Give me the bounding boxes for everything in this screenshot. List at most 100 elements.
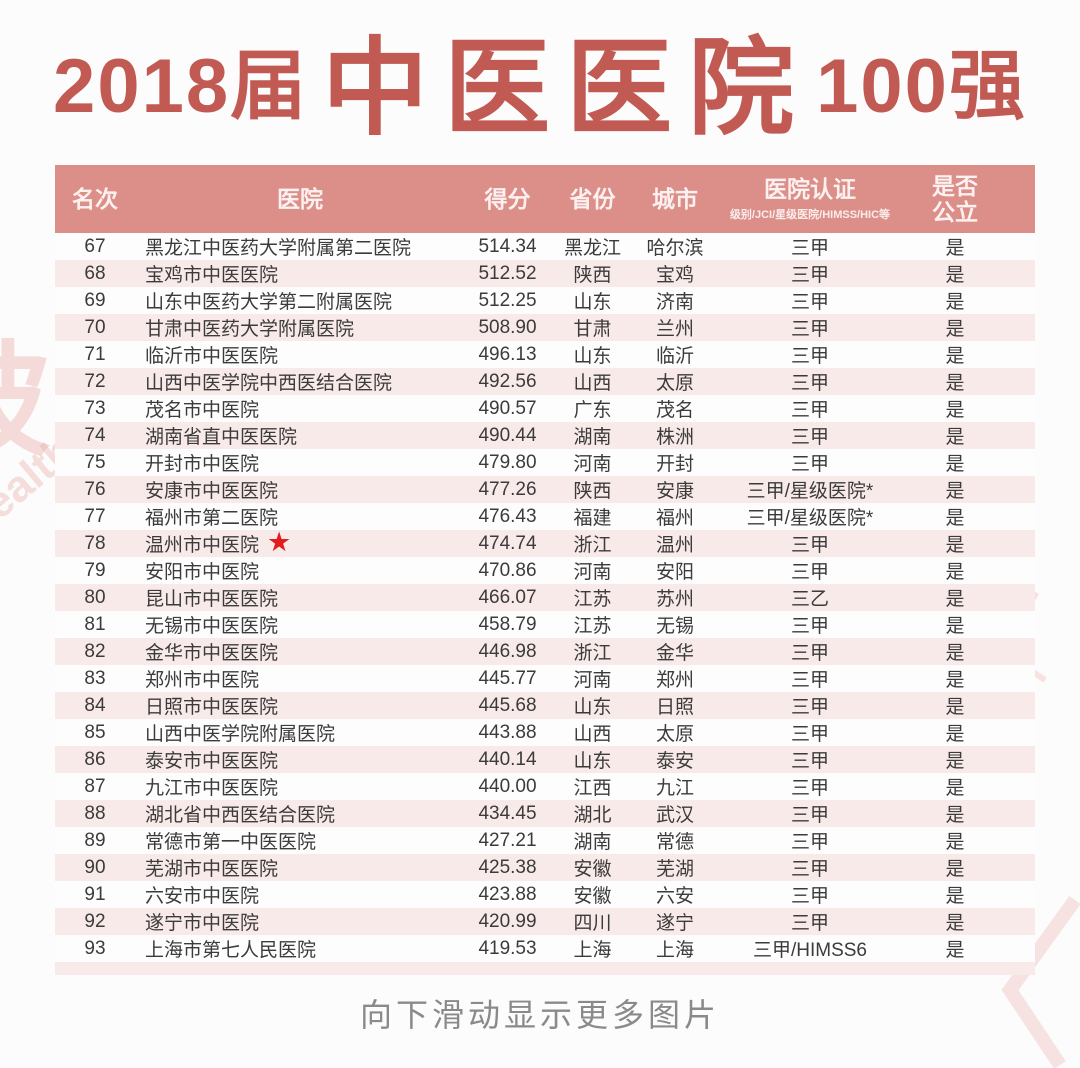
cert-cell: 三甲 [790, 724, 829, 745]
rank-cell: 71 [84, 343, 106, 365]
city-cell: 济南 [655, 292, 694, 313]
cert-cell: 三甲 [790, 535, 829, 556]
rank-cell: 91 [84, 883, 106, 905]
public-cell: 是 [945, 697, 965, 718]
hospital-name: 福州市第二医院 [145, 508, 279, 529]
rank-cell: 82 [84, 640, 106, 662]
hospital-cell: 安康市中医医院 [135, 476, 465, 503]
hospital-name: 安阳市中医院 [145, 562, 260, 583]
hospital-name: 甘肃中医药大学附属医院 [145, 319, 355, 340]
city-cell: 福州 [655, 508, 694, 529]
hospital-name: 遂宁市中医院 [145, 913, 260, 934]
rank-cell: 92 [84, 910, 106, 932]
public-cell: 是 [945, 535, 965, 556]
hospital-cell: 九江市中医医院 [135, 773, 465, 800]
header-public-line1: 是否 [932, 172, 978, 199]
city-cell: 日照 [655, 697, 694, 718]
cert-cell: 三甲 [790, 616, 829, 637]
city-cell: 太原 [655, 373, 694, 394]
hospital-cell: 上海市第七人民医院 [135, 935, 465, 962]
hospital-name: 临沂市中医医院 [145, 346, 279, 367]
public-cell: 是 [945, 778, 965, 799]
table-header: 名次 医院 得分 省份 城市 医院认证 级别/JCI/星级医院/HIMSS/HI… [55, 165, 1035, 233]
hospital-cell: 日照市中医医院 [135, 692, 465, 719]
score-cell: 470.86 [478, 559, 537, 581]
cert-cell: 三甲 [790, 292, 829, 313]
hospital-cell: 郑州市中医院 [135, 665, 465, 692]
public-cell: 是 [945, 454, 965, 475]
province-cell: 河南 [573, 454, 612, 475]
rank-cell: 70 [84, 316, 106, 338]
rank-cell: 86 [84, 748, 106, 770]
table-row: 92 遂宁市中医院 420.99 四川 遂宁 三甲 是 [55, 908, 1035, 935]
public-cell: 是 [945, 562, 965, 583]
score-cell: 492.56 [478, 370, 537, 392]
hospital-name: 芜湖市中医医院 [145, 859, 279, 880]
score-cell: 425.38 [478, 856, 537, 878]
hospital-cell: 福州市第二医院 [135, 503, 465, 530]
table-row: 89 常德市第一中医医院 427.21 湖南 常德 三甲 是 [55, 827, 1035, 854]
score-cell: 474.74 [478, 532, 537, 554]
public-cell: 是 [945, 589, 965, 610]
table-row: 70 甘肃中医药大学附属医院 508.90 甘肃 兰州 三甲 是 [55, 314, 1035, 341]
score-cell: 466.07 [478, 586, 537, 608]
public-cell: 是 [945, 373, 965, 394]
table-row: 90 芜湖市中医医院 425.38 安徽 芜湖 三甲 是 [55, 854, 1035, 881]
score-cell: 479.80 [478, 451, 537, 473]
public-cell: 是 [945, 427, 965, 448]
hospital-name: 郑州市中医院 [145, 670, 260, 691]
hospital-name: 湖北省中西医结合医院 [145, 805, 336, 826]
hospital-cell: 临沂市中医医院 [135, 341, 465, 368]
hospital-name: 九江市中医医院 [145, 778, 279, 799]
public-cell: 是 [945, 481, 965, 502]
city-cell: 郑州 [655, 670, 694, 691]
province-cell: 湖南 [573, 427, 612, 448]
cert-cell: 三甲 [790, 643, 829, 664]
header-rank: 名次 [72, 185, 118, 212]
hospital-name: 黑龙江中医药大学附属第二医院 [145, 238, 412, 259]
hospital-cell: 无锡市中医医院 [135, 611, 465, 638]
cert-cell: 三甲/HIMSS6 [752, 940, 868, 961]
city-cell: 苏州 [655, 589, 694, 610]
rank-cell: 77 [84, 505, 106, 527]
province-cell: 湖北 [573, 805, 612, 826]
table-row: 80 昆山市中医医院 466.07 江苏 苏州 三乙 是 [55, 584, 1035, 611]
score-cell: 496.13 [478, 343, 537, 365]
highlight-star-icon: ★ [267, 526, 292, 557]
hospital-name: 湖南省直中医医院 [145, 427, 298, 448]
table-row: 82 金华市中医医院 446.98 浙江 金华 三甲 是 [55, 638, 1035, 665]
province-cell: 山西 [573, 373, 612, 394]
hospital-name: 无锡市中医医院 [145, 616, 279, 637]
city-cell: 芜湖 [655, 859, 694, 880]
province-cell: 黑龙江 [563, 238, 621, 259]
hospital-cell: 常德市第一中医医院 [135, 827, 465, 854]
score-cell: 427.21 [478, 829, 537, 851]
table-row: 75 开封市中医院 479.80 河南 开封 三甲 是 [55, 449, 1035, 476]
hospital-name: 日照市中医医院 [145, 697, 279, 718]
public-cell: 是 [945, 859, 965, 880]
score-cell: 512.25 [478, 289, 537, 311]
header-public-line2: 公立 [932, 199, 978, 225]
header-province: 省份 [569, 185, 616, 212]
hospital-cell: 宝鸡市中医医院 [135, 260, 465, 287]
hospital-name: 山东中医药大学第二附属医院 [145, 292, 393, 313]
rank-cell: 79 [84, 559, 106, 581]
hospital-cell: 黑龙江中医药大学附属第二医院 [135, 233, 465, 260]
city-cell: 开封 [655, 454, 694, 475]
province-cell: 山东 [573, 751, 612, 772]
table-row: 79 安阳市中医院 470.86 河南 安阳 三甲 是 [55, 557, 1035, 584]
table-row: 72 山西中医学院中西医结合医院 492.56 山西 太原 三甲 是 [55, 368, 1035, 395]
public-cell: 是 [945, 508, 965, 529]
score-cell: 445.68 [478, 694, 537, 716]
rank-cell: 90 [84, 856, 106, 878]
cert-cell: 三甲 [790, 913, 829, 934]
table-row: 85 山西中医学院附属医院 443.88 山西 太原 三甲 是 [55, 719, 1035, 746]
rank-cell: 88 [84, 802, 106, 824]
hospital-name: 昆山市中医医院 [145, 589, 279, 610]
province-cell: 湖南 [573, 832, 612, 853]
table-row: 86 泰安市中医医院 440.14 山东 泰安 三甲 是 [55, 746, 1035, 773]
rank-cell: 67 [84, 235, 106, 257]
rank-cell: 75 [84, 451, 106, 473]
cert-cell: 三甲 [790, 562, 829, 583]
